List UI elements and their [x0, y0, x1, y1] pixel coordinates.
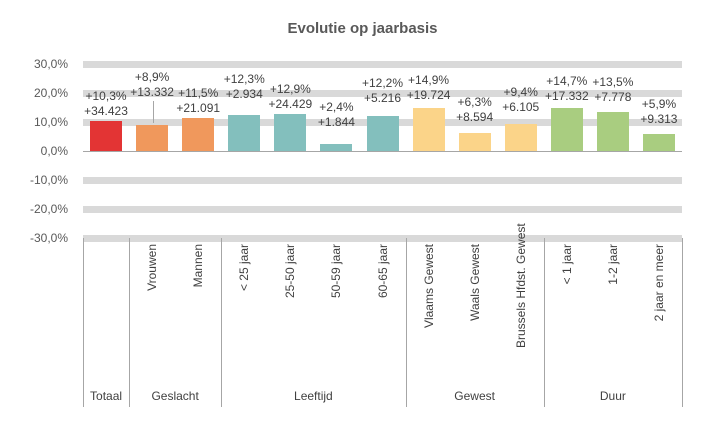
bar-data-label: +12,9% +24.429 — [240, 82, 340, 112]
y-axis-tick-label: -20,0% — [29, 202, 68, 216]
bar-data-label: +14,9% +19.724 — [379, 73, 479, 103]
bar-25-50-jaar — [274, 113, 307, 151]
bar--25-jaar — [228, 115, 261, 151]
bar-abs-label: +24.429 — [268, 96, 313, 111]
category-label: 25-50 jaar — [283, 244, 298, 299]
y-axis-tick-label: 0,0% — [40, 144, 68, 158]
category-label: Waals Gewest — [467, 244, 482, 321]
bar-abs-label: +2.934 — [225, 87, 263, 102]
bar-brussels-hfdst-gewest — [504, 123, 537, 151]
bar-waals-gewest — [458, 132, 491, 151]
group-label-geslacht: Geslacht — [151, 389, 199, 403]
group-label-totaal: Totaal — [90, 389, 123, 403]
bar-pct-label: +11,5% — [178, 85, 219, 100]
bar-1-2-jaar — [596, 111, 629, 151]
bar-abs-label: +19.724 — [406, 87, 451, 102]
bar-pct-label: +12,2% — [361, 75, 404, 90]
gridline-band — [83, 205, 682, 213]
bar-totaal — [90, 121, 123, 151]
bar-abs-label: +9.313 — [640, 111, 678, 126]
category-label: 1-2 jaar — [605, 244, 620, 285]
bar-abs-label: +21.091 — [176, 100, 221, 115]
y-axis-tick-label: -10,0% — [29, 173, 68, 187]
category-label: 2 jaar en meer — [651, 244, 666, 322]
bar-pct-label: +9,4% — [503, 84, 538, 99]
bar-abs-label: +17.332 — [544, 89, 589, 104]
category-divider — [544, 238, 545, 407]
category-divider — [129, 238, 130, 407]
bar-data-label: +5,9% +9.313 — [609, 97, 709, 127]
bar-abs-label: +7.778 — [594, 89, 632, 104]
y-axis-tick-label: 20,0% — [33, 86, 68, 100]
y-axis-tick-label: 10,0% — [33, 115, 68, 129]
bar-pct-label: +8,9% — [134, 70, 170, 85]
bar-pct-label: +6,3% — [457, 94, 492, 109]
bar-data-label: +12,2% +5.216 — [333, 76, 433, 106]
gridline-band — [83, 89, 682, 97]
chart-title: Evolutie op jaarbasis — [287, 20, 438, 37]
group-label-duur: Duur — [599, 389, 626, 403]
bar-abs-label: +34.423 — [84, 104, 128, 119]
bar-pct-label: +5,9% — [641, 96, 677, 111]
bar-data-label: +10,3% +34.423 — [56, 89, 156, 119]
category-label: < 1 jaar — [559, 244, 574, 285]
category-label: 50-59 jaar — [329, 244, 344, 299]
category-divider — [682, 238, 683, 407]
bar-data-label: +11,5% +21.091 — [148, 86, 248, 116]
bar--1-jaar — [550, 108, 583, 151]
category-label: Vlaams Gewest — [421, 244, 436, 329]
bar-data-label: +9,4% +6.105 — [471, 85, 571, 115]
category-divider — [221, 238, 222, 407]
bar-data-label: +6,3% +8.594 — [425, 95, 525, 125]
y-axis-tick-label: -30,0% — [29, 231, 68, 245]
bar-abs-label: +5.216 — [363, 90, 402, 105]
bar-pct-label: +10,3% — [85, 89, 127, 104]
category-label: Mannen — [191, 244, 206, 288]
group-label-gewest: Gewest — [454, 389, 495, 403]
bar-pct-label: +14,9% — [408, 72, 450, 87]
category-label: < 25 jaar — [237, 244, 252, 292]
bar-vlaams-gewest — [412, 107, 445, 151]
bar-abs-label: +1.844 — [317, 115, 355, 130]
bar-2-jaar-en-meer — [642, 133, 675, 151]
bar-abs-label: +6.105 — [502, 99, 540, 114]
bar-data-label: +12,3% +2.934 — [194, 72, 294, 102]
bar-abs-label: +13.332 — [130, 85, 174, 100]
bar-mannen — [182, 117, 215, 151]
y-axis-tick-label: 30,0% — [33, 57, 68, 71]
bar-pct-label: +14,7% — [546, 74, 588, 89]
category-divider — [406, 238, 407, 407]
bar-data-label: +8,9% +13.332 — [102, 70, 202, 100]
bar-abs-label: +8.594 — [456, 109, 494, 124]
bar-pct-label: +2,4% — [319, 100, 354, 115]
category-divider — [83, 238, 84, 407]
bar-pct-label: +12,3% — [223, 72, 265, 87]
category-label: 60-65 jaar — [375, 244, 390, 299]
gridline-band — [83, 60, 682, 68]
bar-pct-label: +13,5% — [592, 74, 634, 89]
bar-pct-label: +12,9% — [269, 81, 311, 96]
bar-data-label: +13,5% +7.778 — [563, 75, 663, 105]
gridline-band — [83, 234, 682, 242]
category-label: Vrouwen — [145, 244, 160, 291]
category-label: Brussels Hfdst. Gewest — [513, 223, 528, 348]
bar-60-65-jaar — [366, 115, 399, 151]
bar-50-59-jaar — [320, 144, 353, 151]
bar-data-label: +14,7% +17.332 — [517, 74, 617, 104]
bar-data-label: +2,4% +1.844 — [286, 100, 386, 130]
gridline-band — [83, 176, 682, 184]
bar-vrouwen — [136, 125, 169, 151]
group-label-leeftijd: Leeftijd — [294, 389, 333, 403]
label-leader-line — [153, 101, 155, 124]
x-axis-line — [83, 151, 682, 152]
